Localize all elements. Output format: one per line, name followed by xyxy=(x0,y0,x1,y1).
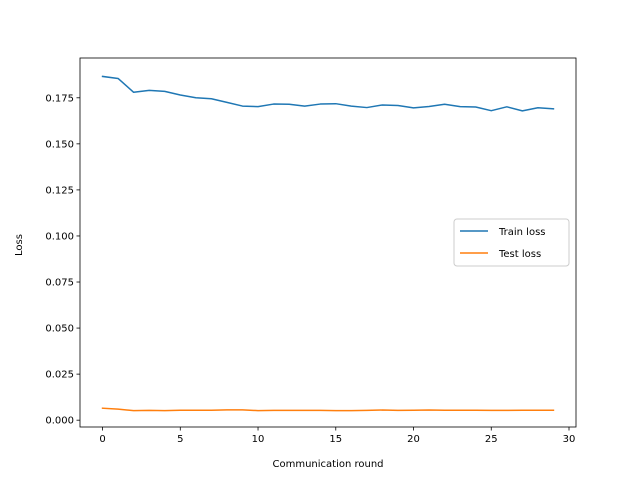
legend-label-test-loss: Test loss xyxy=(498,249,541,260)
legend: Train loss Test loss xyxy=(453,218,570,267)
x-tick-label: 30 xyxy=(563,434,576,445)
y-tick-label: 0.025 xyxy=(45,370,74,381)
x-tick-label: 5 xyxy=(177,434,183,445)
y-tick-label: 0.100 xyxy=(45,231,74,242)
series-line-train-loss xyxy=(101,75,555,112)
x-tick-label: 25 xyxy=(485,434,498,445)
y-tick-label: 0.150 xyxy=(45,139,74,150)
y-tick-label: 0.000 xyxy=(45,416,74,427)
y-tick-label: 0.050 xyxy=(45,324,74,335)
x-tick-label: 20 xyxy=(407,434,420,445)
y-tick-label: 0.075 xyxy=(45,278,74,289)
axes: 0 5 10 15 20 25 30 0.000 0.025 0.050 0.075 0.100 0.1… xyxy=(45,57,577,445)
x-axis-label: Communication round xyxy=(272,459,383,470)
x-tick-label: 15 xyxy=(329,434,342,445)
series-line-test-loss xyxy=(101,407,555,412)
x-tick-label: 0 xyxy=(99,434,105,445)
axes-frame xyxy=(79,57,577,428)
legend-label-train-loss: Train loss xyxy=(498,227,546,238)
y-axis-label: Loss xyxy=(14,234,25,256)
x-tick-label: 10 xyxy=(252,434,265,445)
y-tick-label: 0.175 xyxy=(45,93,74,104)
y-tick-label: 0.125 xyxy=(45,185,74,196)
plot-area xyxy=(101,75,555,412)
